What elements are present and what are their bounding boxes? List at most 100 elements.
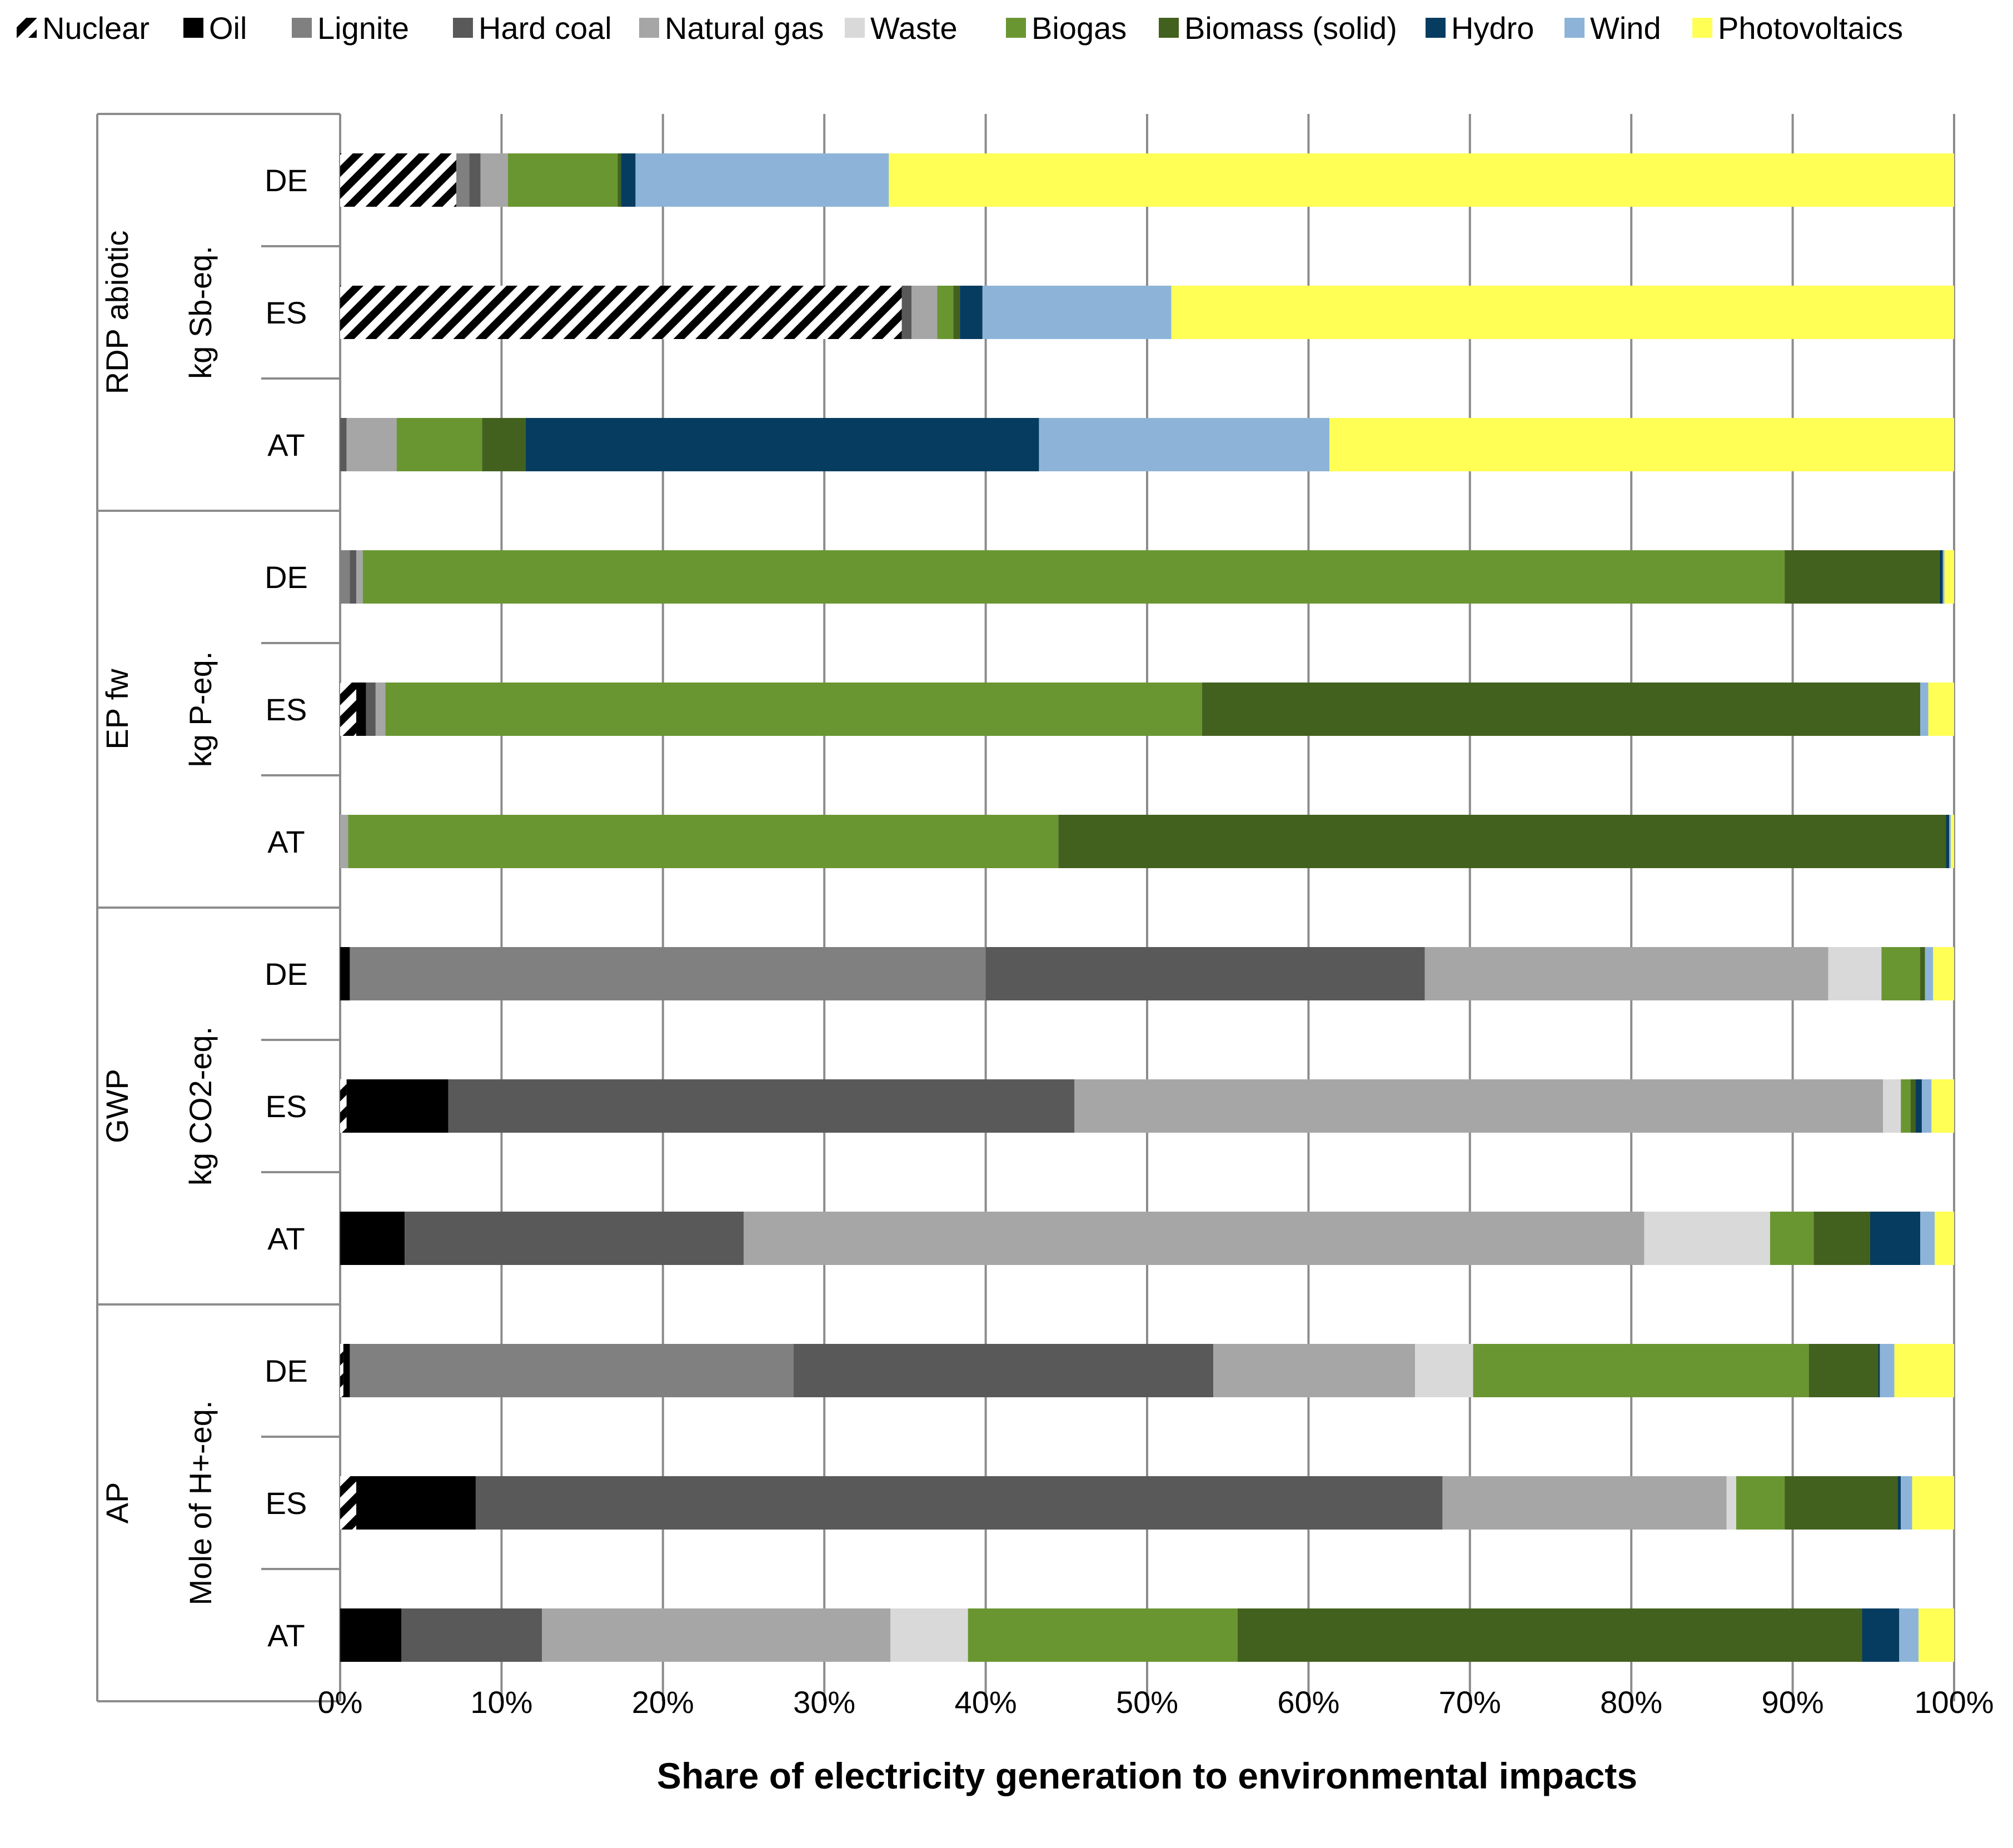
bar-segment-ep-fw-de-hard-coal bbox=[350, 550, 357, 604]
bar-segment-ap-at-wind bbox=[1899, 1608, 1919, 1662]
category-label-rdp-abiotic-de: DE bbox=[265, 163, 308, 198]
bar-segment-rdp-abiotic-es-hard-coal bbox=[901, 286, 912, 339]
legend: Nuclear Oil Lignite Hard coal Natural gas Was… bbox=[17, 11, 1903, 46]
bar-segment-ep-fw-es-nuclear bbox=[340, 683, 357, 736]
legend-item-nuclear: Nuclear bbox=[17, 11, 150, 46]
bar-segment-ap-de-oil bbox=[343, 1344, 350, 1397]
bar-segment-rdp-abiotic-de-hard-coal bbox=[469, 153, 481, 207]
bar-segment-gwp-at-wind bbox=[1920, 1212, 1935, 1265]
x-tick-label-70: 70% bbox=[1439, 1685, 1501, 1720]
bar-segment-gwp-es-natural-gas bbox=[1074, 1079, 1884, 1133]
bar-segment-ap-es-biogas bbox=[1736, 1476, 1785, 1530]
bar-segment-rdp-abiotic-es-natural-gas bbox=[911, 286, 938, 339]
bar-segment-ap-de-lignite bbox=[350, 1344, 794, 1397]
legend-item-hard-coal: Hard coal bbox=[453, 11, 612, 46]
bar-segment-gwp-es-hard-coal bbox=[448, 1079, 1075, 1133]
legend-label-biogas: Biogas bbox=[1032, 11, 1127, 46]
bar-ap-at bbox=[340, 1608, 1954, 1662]
x-tick-label-40: 40% bbox=[955, 1685, 1017, 1720]
bar-segment-gwp-es-photovoltaics bbox=[1931, 1079, 1954, 1133]
bar-segment-rdp-abiotic-es-hydro bbox=[960, 286, 983, 339]
legend-swatch-biogas bbox=[1006, 18, 1026, 38]
bar-segment-gwp-es-nuclear bbox=[340, 1079, 347, 1133]
category-label-ap-de: DE bbox=[265, 1353, 308, 1388]
bar-segment-ep-fw-at-wind bbox=[1949, 815, 1951, 868]
bar-segment-ap-at-natural-gas bbox=[542, 1608, 891, 1662]
bar-segment-ap-de-hydro bbox=[1878, 1344, 1880, 1397]
legend-swatch-wind bbox=[1564, 18, 1585, 38]
bar-ep-fw-de bbox=[340, 550, 1954, 604]
bar-segment-gwp-de-photovoltaics bbox=[1933, 947, 1954, 1000]
category-label-gwp-at: AT bbox=[267, 1221, 305, 1256]
gridlines bbox=[339, 114, 1955, 1701]
legend-item-oil: Oil bbox=[183, 11, 247, 46]
bar-segment-rdp-abiotic-de-biogas bbox=[508, 153, 618, 207]
legend-item-lignite: Lignite bbox=[292, 11, 409, 46]
bar-segment-ep-fw-de-lignite bbox=[340, 550, 350, 604]
group-unit-rdp-abiotic: kg Sb-eq. bbox=[183, 246, 218, 379]
x-axis-label: Share of electricity generation to envir… bbox=[657, 1755, 1637, 1796]
legend-label-hydro: Hydro bbox=[1451, 11, 1534, 46]
x-tick-label-0: 0% bbox=[318, 1685, 363, 1720]
bar-segment-rdp-abiotic-at-photovoltaics bbox=[1329, 418, 1954, 471]
bar-segment-ap-de-wind bbox=[1880, 1344, 1895, 1397]
category-label-gwp-es: ES bbox=[266, 1089, 307, 1124]
bar-segment-ep-fw-es-oil bbox=[356, 683, 366, 736]
bar-segment-ap-es-biomass-solid bbox=[1785, 1476, 1898, 1530]
category-label-ap-at: AT bbox=[267, 1618, 305, 1653]
bar-segment-gwp-es-biogas bbox=[1901, 1079, 1911, 1133]
bar-segment-gwp-at-biogas bbox=[1770, 1212, 1814, 1265]
category-label-ep-fw-at: AT bbox=[267, 824, 305, 859]
legend-item-photovoltaics: Photovoltaics bbox=[1692, 11, 1903, 46]
bar-ep-fw-es bbox=[340, 683, 1954, 736]
bar-segment-rdp-abiotic-at-hard-coal bbox=[340, 418, 347, 471]
bar-segment-ap-es-hard-coal bbox=[475, 1476, 1443, 1530]
legend-swatch-oil bbox=[183, 18, 203, 38]
bar-segment-rdp-abiotic-de-natural-gas bbox=[480, 153, 509, 207]
category-label-ap-es: ES bbox=[266, 1486, 307, 1521]
bar-rdp-abiotic-at bbox=[340, 418, 1954, 471]
bar-segment-gwp-de-biogas bbox=[1881, 947, 1921, 1000]
legend-item-natural-gas: Natural gas bbox=[639, 11, 824, 46]
bar-segment-ep-fw-es-biogas bbox=[385, 683, 1202, 736]
bar-ap-es bbox=[340, 1476, 1954, 1530]
bar-segment-ep-fw-es-photovoltaics bbox=[1928, 683, 1954, 736]
category-label-rdp-abiotic-es: ES bbox=[266, 295, 307, 330]
bar-segment-gwp-es-waste bbox=[1883, 1079, 1901, 1133]
bar-segment-rdp-abiotic-es-wind bbox=[982, 286, 1172, 339]
bar-segment-gwp-es-biomass-solid bbox=[1910, 1079, 1916, 1133]
bar-segment-rdp-abiotic-at-natural-gas bbox=[346, 418, 397, 471]
bar-segment-gwp-es-wind bbox=[1921, 1079, 1932, 1133]
bar-segment-rdp-abiotic-de-nuclear bbox=[340, 153, 457, 207]
bar-segment-ep-fw-at-hydro bbox=[1946, 815, 1950, 868]
bar-segment-rdp-abiotic-es-nuclear bbox=[340, 286, 902, 339]
bar-segment-rdp-abiotic-at-biomass-solid bbox=[482, 418, 526, 471]
bar-segment-ap-es-hydro bbox=[1897, 1476, 1901, 1530]
bar-segment-gwp-de-lignite bbox=[350, 947, 986, 1000]
bar-segment-gwp-de-hard-coal bbox=[985, 947, 1425, 1000]
group-label-rdp-abiotic: RDP abiotic bbox=[99, 231, 134, 395]
legend-item-wind: Wind bbox=[1564, 11, 1661, 46]
bar-ep-fw-at bbox=[340, 815, 1954, 868]
bars bbox=[340, 153, 1954, 1662]
x-tick-label-60: 60% bbox=[1277, 1685, 1339, 1720]
category-label-gwp-de: DE bbox=[265, 957, 308, 992]
bar-segment-ap-es-nuclear bbox=[340, 1476, 357, 1530]
bar-segment-ap-de-natural-gas bbox=[1213, 1344, 1416, 1397]
bar-segment-ep-fw-es-biomass-solid bbox=[1202, 683, 1921, 736]
bar-segment-ap-es-photovoltaics bbox=[1912, 1476, 1954, 1530]
x-tick-label-20: 20% bbox=[632, 1685, 694, 1720]
bar-segment-rdp-abiotic-at-biogas bbox=[396, 418, 482, 471]
bar-segment-rdp-abiotic-de-wind bbox=[635, 153, 889, 207]
group-unit-ap: Mole of H+-eq. bbox=[183, 1401, 218, 1606]
legend-swatch-photovoltaics bbox=[1692, 18, 1712, 38]
legend-swatch-waste bbox=[845, 18, 865, 38]
group-label-ep-fw: EP fw bbox=[99, 669, 134, 750]
legend-item-biogas: Biogas bbox=[1006, 11, 1127, 46]
bar-segment-ep-fw-es-hard-coal bbox=[366, 683, 376, 736]
bar-segment-rdp-abiotic-at-hydro bbox=[525, 418, 1039, 471]
bar-segment-ap-de-hard-coal bbox=[794, 1344, 1214, 1397]
bar-segment-ep-fw-es-wind bbox=[1920, 683, 1929, 736]
legend-swatch-natural-gas bbox=[639, 18, 659, 38]
bar-segment-rdp-abiotic-de-lignite bbox=[456, 153, 470, 207]
